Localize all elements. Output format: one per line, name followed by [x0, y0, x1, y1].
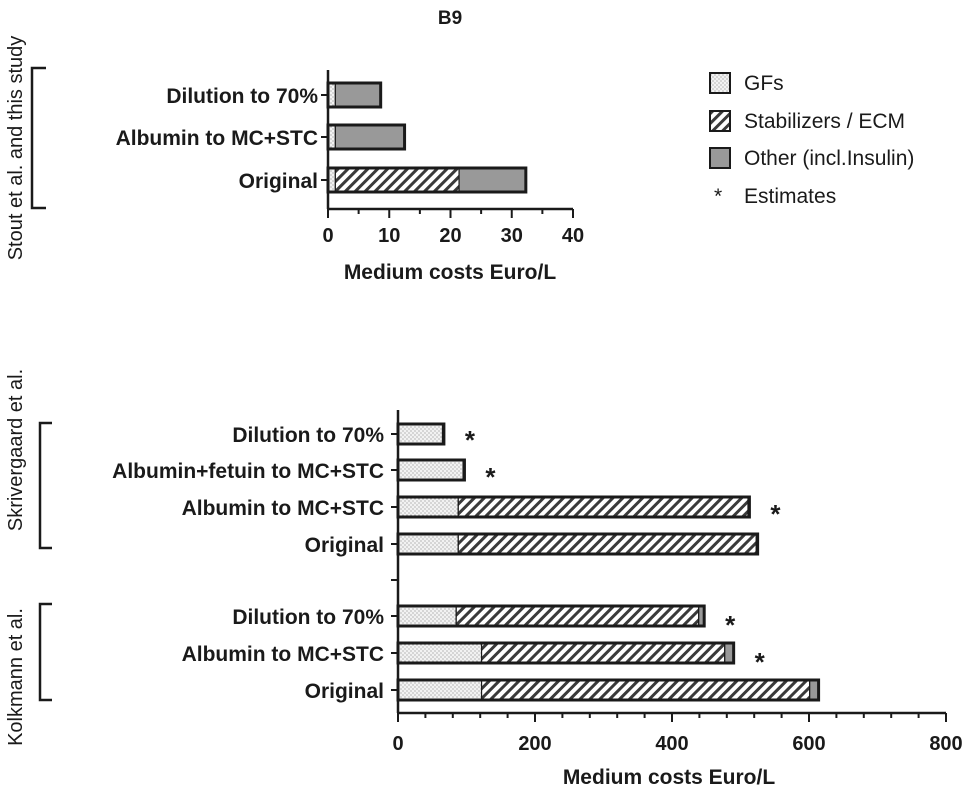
skrivergaard-group-bracket: [38, 421, 52, 550]
bottom-bar-segment-gfs: [397, 423, 444, 445]
bottom-plot: 0 200 400 600 800 Dilution to 70% * Albumin+fet…: [38, 410, 963, 755]
top-bar-segment-other: [334, 124, 406, 150]
top-x-tick-label: 30: [501, 225, 523, 247]
bottom-category-label: Original: [305, 534, 384, 557]
bottom-category-label: Original: [305, 680, 384, 703]
bottom-category-label: Dilution to 70%: [232, 606, 384, 629]
estimate-marker: *: [725, 610, 736, 640]
legend: GFs Stabilizers / ECM Other (incl.Insuli…: [709, 72, 914, 208]
top-bar-segment-stabilizers: [334, 167, 460, 193]
estimate-marker: *: [465, 425, 476, 455]
bottom-bar-segment-gfs: [397, 605, 457, 627]
skrivergaard-group-label: Skrivergaard et al.: [5, 369, 27, 531]
kolkmann-group-label: Kolkmann et al.: [5, 608, 27, 746]
estimate-marker: *: [485, 462, 496, 492]
bottom-bar-outline: [396, 641, 736, 665]
bottom-bar-segment-stabilizers: [457, 533, 757, 555]
bottom-category-label: Albumin to MC+STC: [182, 643, 384, 666]
bottom-bar-outline: [396, 678, 821, 702]
top-bar-segment-other: [334, 82, 382, 108]
bottom-bar-segment-gfs: [397, 642, 483, 664]
bottom-x-tick-label: 600: [792, 733, 825, 755]
top-group-label: Stout et al. and this study: [5, 36, 27, 261]
bottom-bar-outline: [396, 532, 760, 556]
bottom-bar-outline: [396, 495, 751, 519]
bottom-bar-segment-gfs: [397, 496, 459, 518]
bottom-category-label: Dilution to 70%: [232, 424, 384, 447]
bottom-x-tick-label: 200: [518, 733, 551, 755]
top-bar-outline: [326, 81, 383, 109]
bottom-bar-segment-stabilizers: [480, 642, 726, 664]
top-x-tick-label: 40: [562, 225, 584, 247]
estimate-marker: *: [770, 499, 781, 529]
top-bar-outline: [326, 166, 528, 194]
legend-label-stabilizers: Stabilizers / ECM: [744, 110, 905, 133]
bottom-bar-segment-stabilizers: [480, 679, 811, 701]
bottom-bar-outline: [396, 458, 466, 482]
top-x-axis-label: Medium costs Euro/L: [344, 261, 557, 284]
bottom-bar-segment-gfs: [397, 459, 464, 481]
top-group-bracket: [30, 66, 46, 210]
top-x-tick-label: 20: [439, 225, 461, 247]
top-bar-segment-other: [458, 167, 527, 193]
kolkmann-group-bracket: [38, 602, 52, 702]
bottom-bar-outline: [396, 422, 446, 446]
bottom-bar-segment-gfs: [397, 533, 459, 555]
top-bar-outline: [326, 123, 407, 151]
bottom-bar-segment-stabilizers: [457, 496, 749, 518]
legend-label-other: Other (incl.Insulin): [744, 147, 914, 170]
estimate-marker: *: [755, 647, 766, 677]
legend-estimate-symbol: *: [714, 185, 722, 208]
top-category-label: Original: [239, 170, 318, 193]
bottom-x-axis-label: Medium costs Euro/L: [563, 766, 776, 789]
top-chart-title: B9: [438, 8, 462, 29]
bottom-bar-outline: [396, 604, 706, 628]
top-category-label: Albumin to MC+STC: [116, 127, 318, 150]
legend-label-gfs: GFs: [744, 72, 784, 95]
bottom-x-tick-label: 0: [392, 733, 403, 755]
top-x-tick-label: 0: [322, 225, 333, 247]
bottom-bar-segment-stabilizers: [455, 605, 700, 627]
legend-swatch-gfs: [709, 72, 731, 94]
legend-swatch-stabilizers: [709, 110, 731, 132]
bottom-bar-segment-gfs: [397, 679, 483, 701]
bottom-category-label: Albumin+fetuin to MC+STC: [112, 460, 384, 483]
bottom-category-label: Albumin to MC+STC: [182, 497, 384, 520]
legend-label-estimates: Estimates: [744, 185, 836, 208]
bottom-x-tick-label: 400: [655, 733, 688, 755]
top-plot: 0 10 20 30 40 Dilution to 70% Albumin to MC+ST…: [30, 66, 584, 247]
top-x-tick-label: 10: [378, 225, 400, 247]
bottom-x-tick-label: 800: [929, 733, 962, 755]
top-category-label: Dilution to 70%: [166, 85, 318, 108]
legend-swatch-other: [709, 147, 731, 169]
